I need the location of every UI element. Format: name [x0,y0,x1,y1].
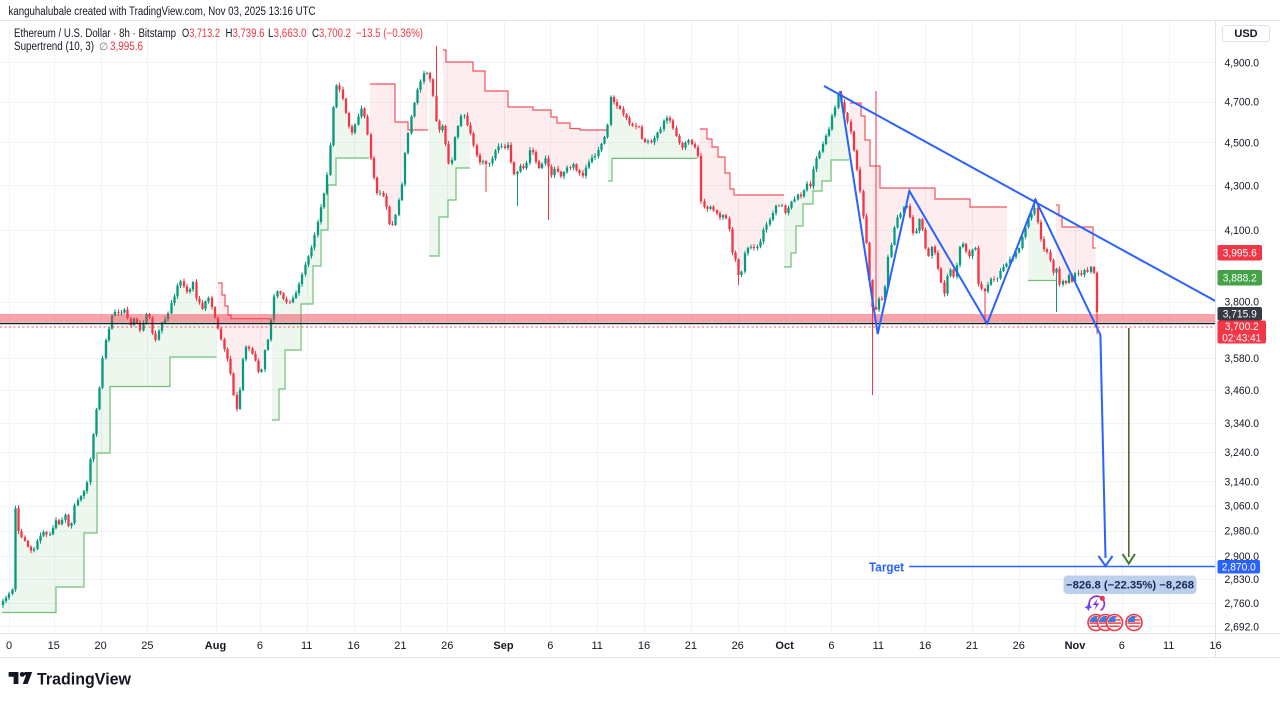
svg-text:20: 20 [94,640,106,652]
svg-text:L3,663.0: L3,663.0 [268,28,307,40]
svg-text:25: 25 [141,640,153,652]
svg-text:21: 21 [685,640,697,652]
svg-text:Nov: Nov [1065,640,1087,652]
svg-text:2,760.0: 2,760.0 [1225,598,1260,610]
svg-text:2,870.0: 2,870.0 [1222,562,1256,574]
svg-text:11: 11 [1163,640,1174,652]
svg-text:−826.8 (−22.35%) −8,268: −826.8 (−22.35%) −8,268 [1066,580,1194,592]
svg-text:3,460.0: 3,460.0 [1225,385,1260,397]
svg-text:16: 16 [638,640,650,652]
svg-text:H3,739.6: H3,739.6 [226,28,265,40]
svg-text:kanguhalubale created with Tra: kanguhalubale created with TradingView.c… [9,6,316,18]
svg-text:O3,713.2: O3,713.2 [182,28,220,40]
svg-text:4,100.0: 4,100.0 [1225,225,1260,237]
svg-text:11: 11 [301,640,312,652]
svg-text:3,700.2: 3,700.2 [1225,321,1259,333]
svg-text:3,060.0: 3,060.0 [1225,501,1260,513]
svg-text:6: 6 [828,640,834,652]
svg-text:26: 26 [732,640,744,652]
svg-text:4,300.0: 4,300.0 [1225,180,1260,192]
svg-text:Aug: Aug [205,640,226,652]
svg-text:−13.5 (−0.36%): −13.5 (−0.36%) [356,28,423,40]
svg-text:3,800.0: 3,800.0 [1225,297,1260,309]
svg-text:3,240.0: 3,240.0 [1225,447,1260,459]
svg-text:26: 26 [441,640,453,652]
svg-text:3,995.6: 3,995.6 [1223,248,1257,260]
svg-text:2,830.0: 2,830.0 [1225,574,1260,586]
svg-text:4,500.0: 4,500.0 [1225,138,1260,150]
svg-text:16: 16 [1209,640,1221,652]
svg-text:2,980.0: 2,980.0 [1225,526,1260,538]
svg-text:6: 6 [257,640,263,652]
svg-text:11: 11 [873,640,884,652]
svg-text:Target: Target [869,560,905,575]
svg-text:TradingView: TradingView [37,671,131,689]
svg-text:4,900.0: 4,900.0 [1225,57,1260,69]
svg-text:6: 6 [1119,640,1125,652]
svg-text:16: 16 [919,640,931,652]
svg-text:Oct: Oct [775,640,794,652]
svg-text:3,995.6: 3,995.6 [110,41,143,53]
svg-text:21: 21 [966,640,978,652]
svg-text:Ethereum / U.S. Dollar · 8h ·: Ethereum / U.S. Dollar · 8h · Bitstamp [14,28,176,40]
svg-text:USD: USD [1234,28,1257,40]
svg-text:Sep: Sep [493,640,513,652]
svg-text:21: 21 [394,640,406,652]
svg-text:∅: ∅ [99,41,108,53]
svg-text:11: 11 [591,640,602,652]
svg-text:3,140.0: 3,140.0 [1225,476,1260,488]
svg-text:3,580.0: 3,580.0 [1225,353,1260,365]
svg-text:02:43:41: 02:43:41 [1222,333,1261,345]
svg-text:26: 26 [1013,640,1025,652]
svg-text:2,692.0: 2,692.0 [1225,621,1260,633]
svg-text:0: 0 [6,640,12,652]
svg-text:3,340.0: 3,340.0 [1225,418,1260,430]
svg-text:6: 6 [547,640,553,652]
svg-text:3,888.2: 3,888.2 [1223,273,1257,285]
svg-text:4,700.0: 4,700.0 [1225,97,1260,109]
svg-text:Supertrend (10, 3): Supertrend (10, 3) [14,41,94,53]
svg-text:C3,700.2: C3,700.2 [312,28,351,40]
svg-text:15: 15 [48,640,60,652]
svg-text:3,715.9: 3,715.9 [1223,309,1257,321]
svg-text:16: 16 [347,640,359,652]
